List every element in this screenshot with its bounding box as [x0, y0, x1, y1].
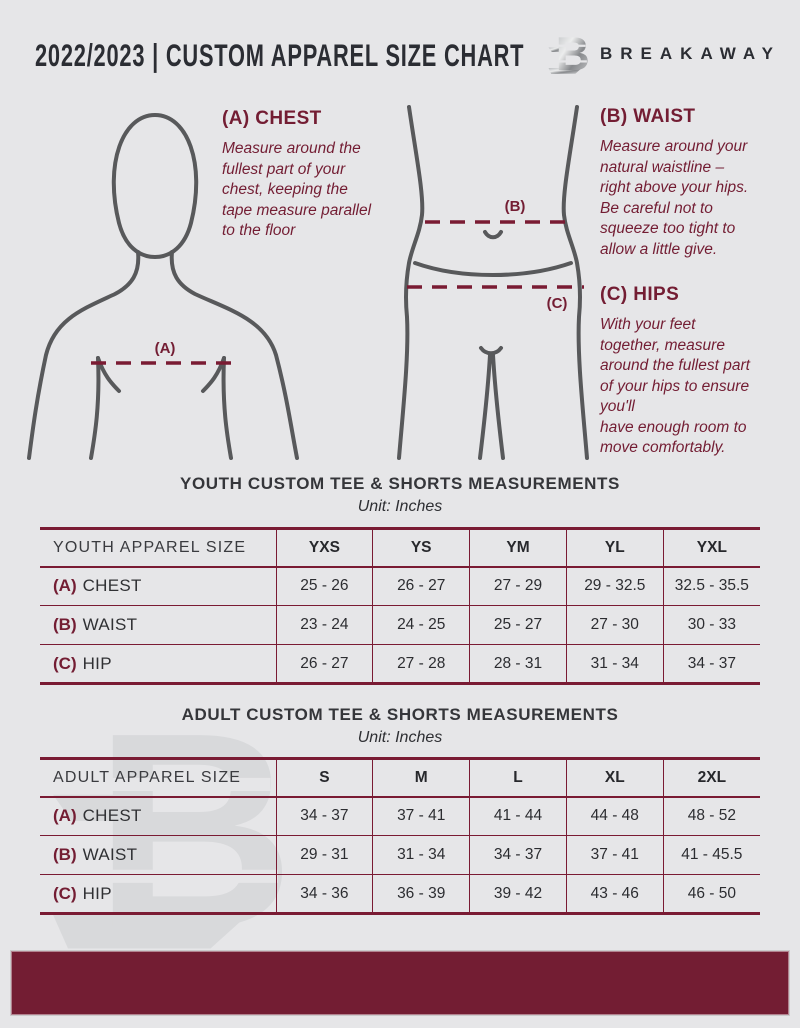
cell-value: 27 - 29 [469, 566, 567, 606]
cell-value: 27 - 30 [565, 605, 664, 645]
youth-size-header: YXS [275, 528, 373, 567]
cell-value: 25 - 27 [469, 605, 567, 645]
adult-size-header: S [275, 758, 373, 797]
breakaway-logo-icon: B [548, 28, 590, 77]
cell-value: 26 - 27 [372, 566, 470, 606]
watermark-b: B [53, 675, 295, 974]
youth-size-header: YS [372, 528, 470, 567]
chest-guide: (A) CHEST Measure around the fullest par… [222, 108, 400, 242]
row-marker: (A) [53, 576, 77, 596]
row-label: HIP [82, 653, 112, 673]
cell-value: 34 - 37 [469, 835, 567, 875]
brand-name: BREAKAWAY [600, 44, 781, 63]
adult-size-table: ADULT APPAREL SIZE S M L XL 2XL (A) CHEST… [40, 757, 760, 915]
adult-header-row: ADULT APPAREL SIZE S M L XL 2XL [40, 758, 760, 797]
cell-value: 27 - 28 [372, 644, 470, 684]
hips-marker-label: (C) [547, 295, 568, 312]
upper-body-figure: (A) [27, 112, 299, 460]
cell-value: 34 - 37 [662, 644, 760, 684]
cell-value: 44 - 48 [565, 796, 664, 836]
adult-table-subtitle: Unit: Inches [357, 729, 443, 746]
youth-table-subtitle: Unit: Inches [357, 498, 443, 515]
row-marker: (A) [53, 806, 77, 826]
waist-guide: (B) WAIST Measure around your natural wa… [600, 106, 795, 260]
waist-guide-heading: (B) WAIST [600, 106, 696, 127]
adult-size-header: L [469, 758, 567, 797]
table-row: (B) WAIST 29 - 31 31 - 34 34 - 37 37 - 41… [40, 835, 760, 875]
lower-body-figure: (B) (C) [397, 105, 589, 460]
chest-marker-label: (A) [155, 340, 176, 357]
cell-value: 46 - 50 [662, 874, 760, 914]
row-marker: (C) [53, 653, 77, 673]
adult-size-header: M [372, 758, 470, 797]
cell-value: 34 - 37 [275, 796, 373, 836]
row-label: CHEST [82, 576, 142, 596]
page-title: 2022/2023 | CUSTOM APPAREL SIZE CHART [35, 38, 525, 73]
cell-value: 48 - 52 [662, 796, 760, 836]
chest-guide-heading: (A) CHEST [222, 108, 322, 129]
table-row: (A) CHEST 34 - 37 37 - 41 41 - 44 44 - 48… [40, 796, 760, 836]
youth-size-header: YXL [662, 528, 760, 567]
youth-size-header: YM [469, 528, 567, 567]
table-row: (C) HIP 26 - 27 27 - 28 28 - 31 31 - 34 3… [40, 644, 760, 684]
cell-value: 41 - 45.5 [662, 835, 760, 875]
chest-guide-body: Measure around the fullest part of your … [222, 140, 372, 239]
cell-value: 24 - 25 [372, 605, 470, 645]
cell-value: 37 - 41 [372, 796, 470, 836]
waist-marker-label: (B) [505, 198, 526, 215]
cell-value: 37 - 41 [565, 835, 664, 875]
adult-size-header: 2XL [662, 758, 760, 797]
watermark-letter: B [94, 675, 294, 974]
cell-value: 25 - 26 [275, 566, 373, 606]
table-row: (B) WAIST 23 - 24 24 - 25 25 - 27 27 - 30… [40, 605, 760, 645]
youth-header-row: YOUTH APPAREL SIZE YXS YS YM YL YXL [40, 528, 760, 567]
cell-value: 29 - 31 [275, 835, 373, 875]
youth-label-header: YOUTH APPAREL SIZE [53, 538, 247, 556]
cell-value: 28 - 31 [469, 644, 567, 684]
row-label: WAIST [82, 615, 138, 634]
cell-value: 39 - 42 [469, 874, 567, 914]
youth-size-table: YOUTH APPAREL SIZE YXS YS YM YL YXL (A) C… [40, 527, 760, 685]
hips-guide: (C) HIPS With your feet together, measur… [600, 284, 800, 459]
row-label: HIP [82, 883, 112, 903]
brand-lockup: B BREAKAWAY [546, 27, 773, 77]
cell-value: 26 - 27 [275, 644, 373, 684]
waist-guide-body: Measure around your natural waistline – … [600, 138, 749, 258]
row-label: CHEST [82, 806, 142, 826]
logo-letter: B [556, 28, 590, 77]
table-row: (A) CHEST 25 - 26 26 - 27 27 - 29 29 - 32… [40, 566, 760, 606]
cell-value: 34 - 36 [275, 874, 373, 914]
table-row: (C) HIP 34 - 36 36 - 39 39 - 42 43 - 46 4… [40, 874, 760, 914]
cell-value: 30 - 33 [662, 605, 760, 645]
youth-size-header: YL [565, 528, 664, 567]
cell-value: 36 - 39 [372, 874, 470, 914]
row-marker: (C) [53, 883, 77, 903]
cell-value: 23 - 24 [275, 605, 373, 645]
cell-value: 32.5 - 35.5 [662, 566, 760, 606]
cell-value: 31 - 34 [372, 835, 470, 875]
hips-guide-body: With your feet together, measure around … [600, 316, 750, 456]
cell-value: 43 - 46 [565, 874, 664, 914]
adult-size-header: XL [565, 758, 664, 797]
youth-table-title: YOUTH CUSTOM TEE & SHORTS MEASUREMENTS [180, 474, 620, 493]
row-label: WAIST [82, 845, 138, 864]
adult-label-header: ADULT APPAREL SIZE [53, 768, 242, 786]
cell-value: 29 - 32.5 [565, 566, 664, 606]
cell-value: 41 - 44 [469, 796, 567, 836]
footer-bar [11, 951, 789, 1015]
cell-value: 31 - 34 [565, 644, 664, 684]
adult-table-title: ADULT CUSTOM TEE & SHORTS MEASUREMENTS [181, 705, 619, 724]
row-marker: (B) [53, 845, 77, 864]
row-marker: (B) [53, 615, 77, 634]
hips-guide-heading: (C) HIPS [600, 284, 680, 305]
